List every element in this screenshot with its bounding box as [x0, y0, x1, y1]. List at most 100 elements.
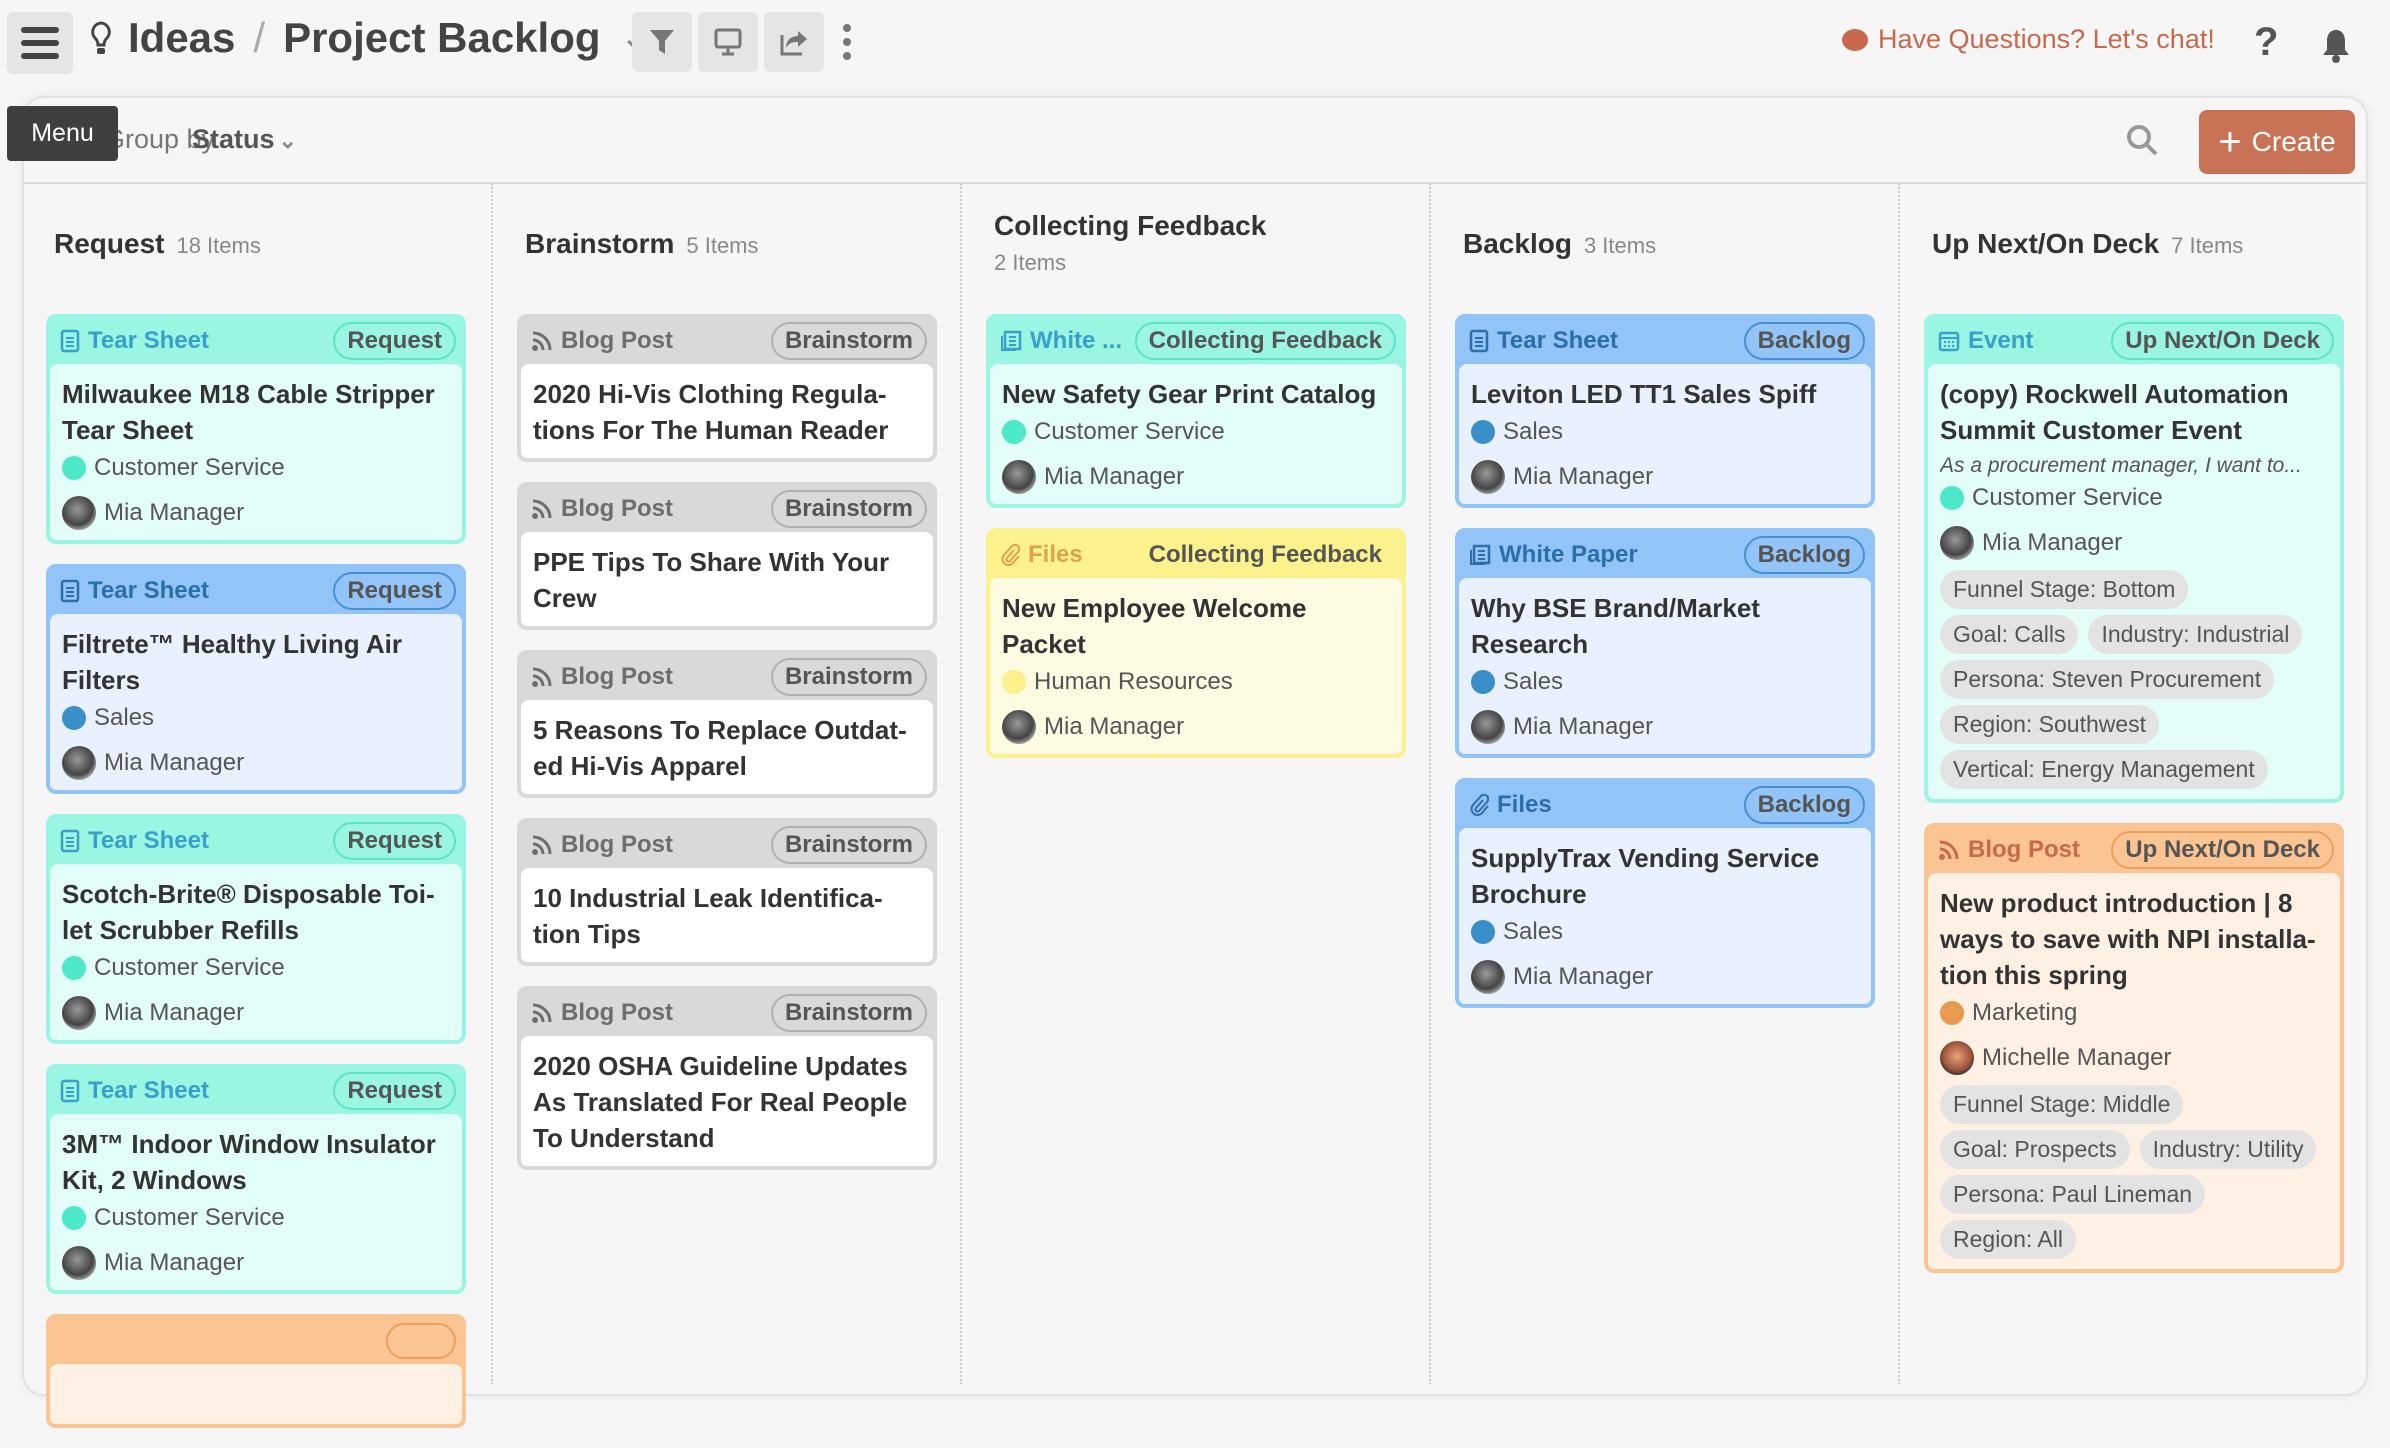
idea-card[interactable]: White ... Collecting Feedback New Safety G…	[986, 314, 1406, 508]
owner-name: Mia Manager	[104, 999, 245, 1026]
group-by-select[interactable]: Status ⌄	[192, 124, 297, 155]
status-badge[interactable]: Backlog	[1743, 322, 1865, 360]
card-title[interactable]: Filtrete™ Healthy Living Air Filters	[62, 629, 402, 695]
card-title[interactable]: New Safety Gear Print Catalog	[1002, 379, 1377, 409]
idea-card[interactable]	[46, 1314, 466, 1428]
card-title[interactable]: 10 Industrial Leak Identifica­tion Tips	[533, 883, 883, 949]
bell-icon[interactable]	[2322, 28, 2350, 64]
card-header: Blog Post Brainstorm	[521, 654, 933, 700]
tag-chip[interactable]: Persona: Paul Lineman	[1940, 1175, 2206, 1214]
tag-chip[interactable]: Vertical: Energy Management	[1940, 750, 2268, 789]
status-badge[interactable]: Up Next/On Deck	[2111, 322, 2334, 360]
idea-card[interactable]: White Paper Backlog Why BSE Brand/Market R…	[1455, 528, 1875, 758]
chat-bubble-icon	[1842, 28, 1868, 51]
team-color-dot	[1940, 1001, 1964, 1025]
card-title[interactable]: 5 Reasons To Replace Outdat­ed Hi-Vis Ap…	[533, 715, 907, 781]
idea-card[interactable]: Blog Post Brainstorm 2020 OSHA Guideline U…	[517, 986, 937, 1170]
group-by-value: Status	[192, 124, 275, 154]
idea-card[interactable]: Tear Sheet Request 3M™ Indoor Window Insul…	[46, 1064, 466, 1294]
idea-card[interactable]: Tear Sheet Backlog Leviton LED TT1 Sales S…	[1455, 314, 1875, 508]
status-badge[interactable]: Brainstorm	[770, 658, 927, 696]
breadcrumb-ideas[interactable]: Ideas	[128, 14, 236, 61]
tag-chip[interactable]: Region: All	[1940, 1220, 2076, 1259]
tag-chip[interactable]: Industry: Industrial	[2088, 615, 2303, 654]
status-badge[interactable]: Brainstorm	[770, 826, 927, 864]
idea-card[interactable]: Event Up Next/On Deck (copy) Rockwell Auto…	[1924, 314, 2344, 803]
status-badge[interactable]: Collecting Feedback	[1134, 322, 1396, 360]
card-type: Tear Sheet	[60, 1077, 209, 1105]
card-title[interactable]: (copy) Rockwell Automation Summit Custom…	[1940, 379, 2289, 445]
idea-card[interactable]: Files Backlog SupplyTrax Vending Service B…	[1455, 778, 1875, 1008]
status-badge[interactable]: Backlog	[1743, 536, 1865, 574]
card-title[interactable]: Leviton LED TT1 Sales Spiff	[1471, 379, 1817, 409]
card-title[interactable]: Milwaukee M18 Cable Stripper Tear Sheet	[62, 379, 435, 445]
card-type-label: Blog Post	[561, 327, 673, 354]
team-name: Customer Service	[1972, 484, 2163, 511]
card-title[interactable]: New product introduction | 8 ways to sav…	[1940, 888, 2316, 990]
tag-chip[interactable]: Region: Southwest	[1940, 705, 2160, 744]
create-button[interactable]: + Create	[2199, 110, 2355, 174]
tag-chip[interactable]: Goal: Prospects	[1940, 1130, 2130, 1169]
card-body: Scotch-Brite® Disposable Toi­let Scrubbe…	[50, 864, 462, 1040]
tag-chip[interactable]: Industry: Utility	[2139, 1130, 2317, 1169]
hamburger-line	[21, 40, 59, 46]
tag-chip[interactable]: Funnel Stage: Middle	[1940, 1085, 2184, 1124]
status-badge[interactable]: Backlog	[1743, 786, 1865, 824]
help-icon[interactable]: ?	[2254, 20, 2279, 64]
chat-link[interactable]: Have Questions? Let's chat!	[1842, 24, 2215, 55]
idea-card[interactable]: Tear Sheet Request Scotch-Brite® Disposabl…	[46, 814, 466, 1044]
tag-chip[interactable]: Goal: Calls	[1940, 615, 2079, 654]
search-icon[interactable]	[2124, 122, 2160, 158]
owner-name: Mia Manager	[104, 499, 245, 526]
status-badge[interactable]: Collecting Feedback	[1148, 541, 1382, 568]
card-type-label: Blog Post	[561, 495, 673, 522]
team-name: Sales	[1503, 668, 1564, 695]
card-title[interactable]: SupplyTrax Vending Service Brochure	[1471, 843, 1820, 909]
card-title[interactable]: Scotch-Brite® Disposable Toi­let Scrubbe…	[62, 879, 435, 945]
card-title[interactable]: Why BSE Brand/Market Research	[1471, 593, 1760, 659]
status-badge[interactable]: Request	[333, 572, 456, 610]
status-badge[interactable]: Brainstorm	[770, 490, 927, 528]
card-body: Milwaukee M18 Cable Stripper Tear Sheet C…	[50, 364, 462, 540]
card-title[interactable]: PPE Tips To Share With Your Crew	[533, 547, 890, 613]
status-badge[interactable]: Request	[333, 322, 456, 360]
card-header: Files Backlog	[1459, 782, 1871, 828]
hamburger-menu-button[interactable]	[7, 12, 73, 74]
idea-card[interactable]: Tear Sheet Request Filtrete™ Healthy Livin…	[46, 564, 466, 794]
owner-name: Michelle Manager	[1982, 1044, 2172, 1071]
tag-chip[interactable]: Funnel Stage: Bottom	[1940, 570, 2189, 609]
card-owner: Michelle Manager	[1940, 1041, 2328, 1075]
idea-card[interactable]: Blog Post Brainstorm 10 Industrial Leak Id…	[517, 818, 937, 966]
card-type: Blog Post	[531, 831, 673, 859]
idea-card[interactable]: Blog Post Brainstorm PPE Tips To Share Wit…	[517, 482, 937, 630]
status-badge[interactable]: Brainstorm	[770, 994, 927, 1032]
card-type: Files	[1000, 541, 1083, 569]
tag-chip[interactable]: Persona: Steven Procurement	[1940, 660, 2275, 699]
idea-card[interactable]: Blog Post Up Next/On Deck New product intr…	[1924, 823, 2344, 1273]
card-type: Tear Sheet	[60, 327, 209, 355]
idea-card[interactable]: Blog Post Brainstorm 2020 Hi-Vis Clothing …	[517, 314, 937, 462]
column-header: Request 18 Items	[54, 228, 474, 260]
presentation-button[interactable]	[698, 12, 758, 72]
status-badge[interactable]: Request	[333, 822, 456, 860]
tear-sheet-icon	[60, 329, 80, 353]
idea-card[interactable]: Files Collecting Feedback New Employee Wel…	[986, 528, 1406, 758]
status-badge[interactable]: Request	[333, 1072, 456, 1110]
share-button[interactable]	[764, 12, 824, 72]
status-badge[interactable]: Up Next/On Deck	[2111, 831, 2334, 869]
card-title[interactable]: 2020 Hi-Vis Clothing Regula­tions For Th…	[533, 379, 889, 445]
team-color-dot	[1471, 920, 1495, 944]
board-title[interactable]: Project Backlog	[283, 14, 601, 61]
idea-card[interactable]: Tear Sheet Request Milwaukee M18 Cable Str…	[46, 314, 466, 544]
team-name: Customer Service	[94, 954, 285, 981]
avatar	[62, 746, 96, 780]
card-title[interactable]: 2020 OSHA Guideline Updates As Translate…	[533, 1051, 908, 1153]
status-badge[interactable]: Brainstorm	[770, 322, 927, 360]
idea-card[interactable]: Blog Post Brainstorm 5 Reasons To Replace …	[517, 650, 937, 798]
card-title[interactable]: 3M™ Indoor Window Insulator Kit, 2 Windo…	[62, 1129, 436, 1195]
more-options-icon[interactable]	[843, 24, 851, 60]
status-badge[interactable]	[386, 1323, 456, 1359]
card-title[interactable]: New Employee Welcome Packet	[1002, 593, 1307, 659]
filter-button[interactable]	[632, 12, 692, 72]
card-body: New product introduction | 8 ways to sav…	[1928, 873, 2340, 1269]
